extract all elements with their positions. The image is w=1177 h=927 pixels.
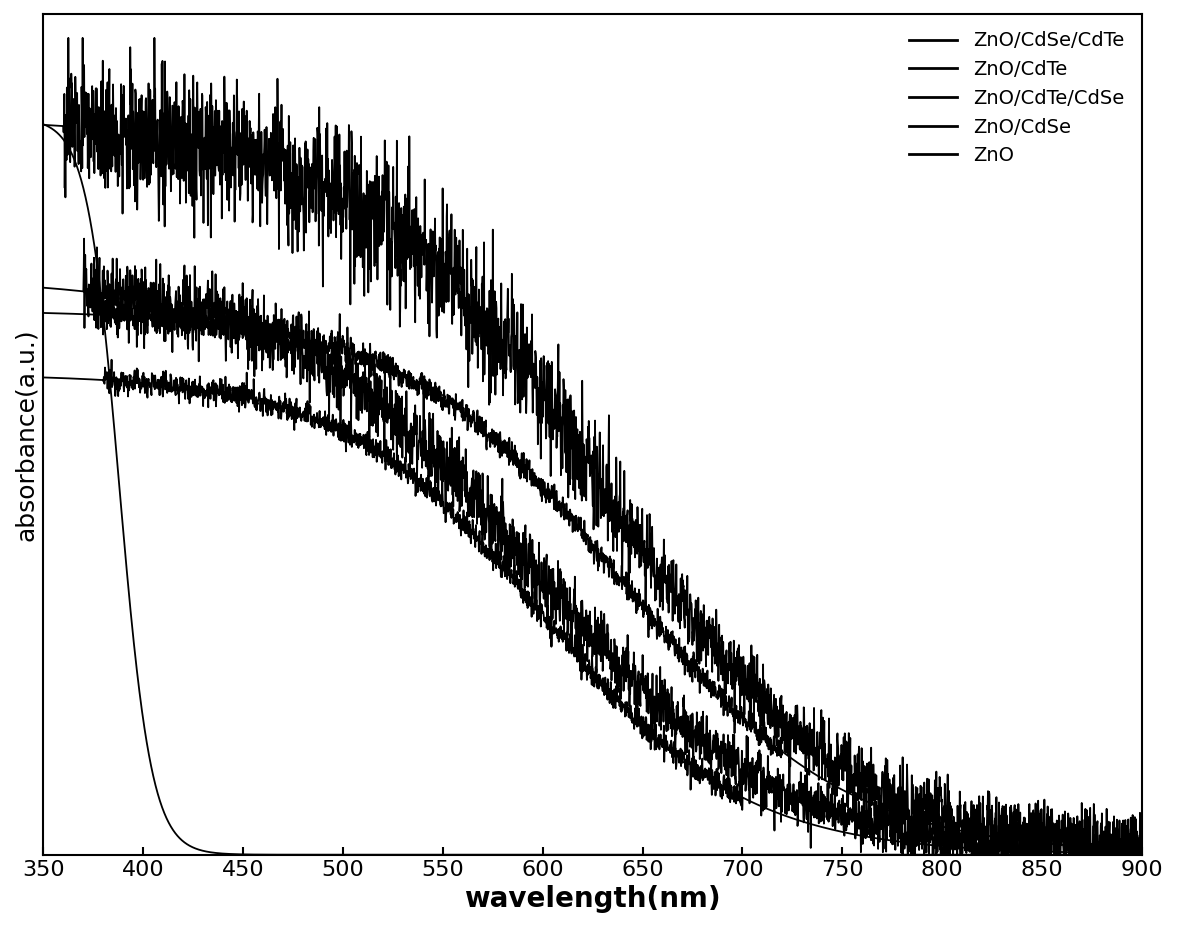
ZnO/CdTe/CdSe (458, 415, 472, 426)
ZnO/CdSe (162, 384, 177, 395)
ZnO/CdTe (162, 301, 177, 312)
ZnO/CdTe/CdSe (1135, 844, 1149, 856)
ZnO/CdTe/CdSe (36, 308, 51, 319)
ZnO (36, 119, 51, 130)
ZnO (458, 849, 472, 860)
ZnO/CdTe (1113, 849, 1128, 860)
ZnO/CdSe (1135, 848, 1149, 859)
ZnO/CdSe/CdTe (458, 320, 472, 331)
ZnO/CdTe/CdSe (1113, 844, 1128, 855)
ZnO/CdTe/CdSe (227, 316, 241, 327)
ZnO/CdSe (1113, 847, 1128, 858)
ZnO/CdSe/CdTe (506, 293, 520, 304)
ZnO/CdTe (996, 814, 1010, 825)
Line: ZnO/CdSe: ZnO/CdSe (44, 360, 1142, 854)
ZnO/CdSe/CdTe (1135, 849, 1149, 860)
ZnO/CdSe/CdTe (227, 162, 241, 173)
X-axis label: wavelength(nm): wavelength(nm) (464, 885, 722, 913)
ZnO/CdTe (77, 233, 91, 244)
ZnO/CdTe (227, 298, 241, 309)
ZnO/CdSe/CdTe (61, 32, 75, 44)
ZnO (161, 817, 175, 828)
ZnO/CdSe (996, 844, 1010, 856)
ZnO (1135, 849, 1149, 860)
ZnO/CdSe/CdTe (940, 849, 955, 860)
ZnO/CdTe (1135, 849, 1149, 860)
Line: ZnO/CdTe: ZnO/CdTe (44, 238, 1142, 855)
ZnO/CdSe/CdTe (162, 163, 177, 174)
ZnO/CdSe (105, 354, 119, 365)
ZnO/CdTe/CdSe (162, 310, 177, 321)
ZnO/CdTe/CdSe (98, 295, 112, 306)
ZnO (1113, 849, 1128, 860)
ZnO/CdSe (36, 372, 51, 383)
ZnO/CdSe/CdTe (1113, 833, 1128, 844)
ZnO/CdTe/CdSe (996, 832, 1010, 844)
ZnO/CdTe (506, 514, 520, 525)
ZnO/CdSe/CdTe (996, 800, 1010, 811)
Line: ZnO/CdSe/CdTe: ZnO/CdSe/CdTe (44, 38, 1142, 855)
Y-axis label: absorbance(a.u.): absorbance(a.u.) (14, 328, 38, 540)
ZnO/CdSe (506, 572, 520, 583)
ZnO/CdTe (36, 282, 51, 293)
ZnO/CdTe (458, 464, 472, 476)
ZnO (227, 848, 241, 859)
ZnO/CdSe (458, 515, 472, 527)
ZnO (995, 849, 1009, 860)
ZnO/CdSe/CdTe (36, 120, 51, 131)
Legend: ZnO/CdSe/CdTe, ZnO/CdTe, ZnO/CdTe/CdSe, ZnO/CdSe, ZnO: ZnO/CdSe/CdTe, ZnO/CdTe, ZnO/CdTe/CdSe, … (902, 23, 1132, 173)
Line: ZnO: ZnO (44, 124, 1142, 855)
Line: ZnO/CdTe/CdSe: ZnO/CdTe/CdSe (44, 300, 1142, 850)
ZnO/CdSe (227, 395, 241, 406)
ZnO/CdTe/CdSe (506, 452, 520, 464)
ZnO/CdTe (896, 849, 910, 860)
ZnO (505, 849, 519, 860)
